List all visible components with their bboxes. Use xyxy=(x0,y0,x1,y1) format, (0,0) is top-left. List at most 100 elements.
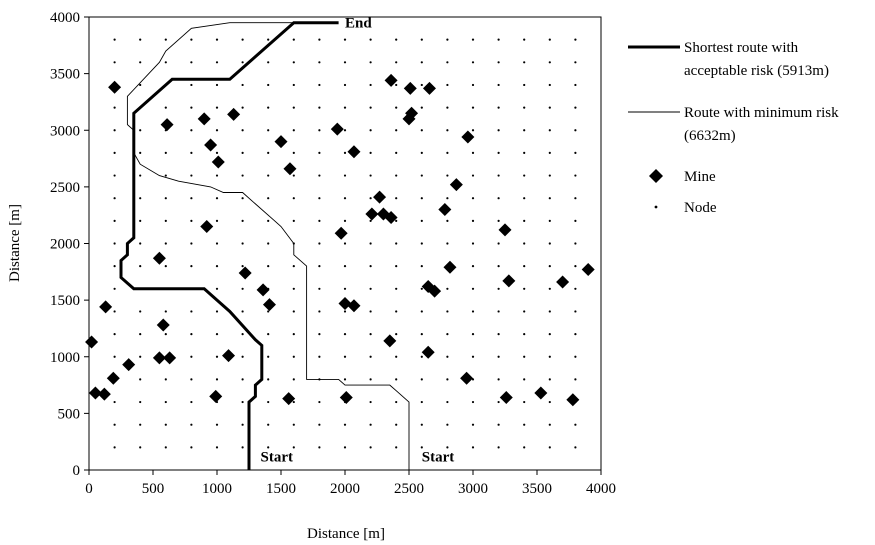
node-dot xyxy=(548,333,551,336)
node-dot xyxy=(369,287,372,290)
node-dot xyxy=(190,378,193,381)
node-dot xyxy=(420,287,423,290)
node-dot xyxy=(241,446,244,449)
node-dot xyxy=(292,129,295,132)
node-dot xyxy=(318,106,321,109)
node-dot xyxy=(139,242,142,245)
node-dot xyxy=(267,129,270,132)
mine-marker xyxy=(339,391,353,405)
node-dot xyxy=(395,242,398,245)
node-dot xyxy=(471,446,475,449)
node-dot xyxy=(574,242,577,245)
node-dot xyxy=(395,38,398,41)
node-dot xyxy=(318,129,321,132)
node-dot xyxy=(574,129,577,132)
node-dot xyxy=(318,287,321,290)
mine-marker xyxy=(460,371,474,385)
node-dot xyxy=(318,355,321,358)
x-tick-label: 3500 xyxy=(522,481,552,497)
node-dot xyxy=(446,151,449,154)
y-tick-label: 1500 xyxy=(50,293,80,309)
y-tick-label: 2000 xyxy=(50,237,80,253)
node-dot xyxy=(369,83,372,87)
node-dot xyxy=(497,106,500,109)
annotation-start: Start xyxy=(261,449,294,465)
node-dot xyxy=(190,151,193,154)
y-axis-label: Distance [m] xyxy=(7,204,23,282)
node-dot xyxy=(369,129,372,132)
mine-marker xyxy=(365,207,379,221)
mine-marker xyxy=(227,107,241,121)
node-dot xyxy=(164,310,167,313)
node-dot xyxy=(471,106,475,109)
node-dot xyxy=(523,106,526,109)
node-dot xyxy=(267,310,270,313)
node-dot xyxy=(369,106,372,109)
node-dot xyxy=(420,83,423,87)
node-dot xyxy=(420,174,423,177)
node-dot xyxy=(395,355,398,358)
node-dot xyxy=(446,400,449,404)
node-dot xyxy=(420,242,423,245)
node-dot xyxy=(190,423,193,426)
node-dot xyxy=(420,378,423,381)
node-dot xyxy=(215,333,219,336)
mine-marker xyxy=(106,371,120,385)
mine-marker xyxy=(402,112,416,126)
node-dot xyxy=(446,446,449,449)
node-dot xyxy=(164,197,167,200)
axis-ticks: 0 500 1000 1500 2000 2500 3000 3500 4000 0 500 1000… xyxy=(50,10,616,497)
node-dot xyxy=(471,355,475,358)
node-dot xyxy=(164,106,167,109)
node-dot xyxy=(318,310,321,313)
node-dot xyxy=(420,310,423,313)
node-dot xyxy=(318,333,321,336)
node-dot xyxy=(369,197,372,200)
node-dot xyxy=(164,400,167,404)
mine-marker xyxy=(282,392,296,406)
mine-marker xyxy=(122,358,136,372)
node-dot xyxy=(292,219,295,222)
node-dot xyxy=(497,355,500,358)
node-dot xyxy=(471,333,475,336)
node-dot xyxy=(395,265,398,268)
node-dot xyxy=(139,400,142,404)
node-dot xyxy=(523,265,526,268)
node-dot xyxy=(420,38,423,41)
node-dot xyxy=(369,423,372,426)
node-dot xyxy=(343,61,347,64)
node-grid xyxy=(113,38,577,449)
node-dot xyxy=(190,400,193,404)
node-dot xyxy=(574,423,577,426)
mine-marker xyxy=(421,345,435,359)
node-dot xyxy=(446,129,449,132)
mine-marker xyxy=(556,275,570,289)
node-dot xyxy=(215,38,219,41)
mine-marker xyxy=(338,297,352,311)
node-dot xyxy=(369,378,372,381)
node-dot xyxy=(446,106,449,109)
node-dot xyxy=(420,423,423,426)
legend-label-mine: Mine xyxy=(684,169,716,185)
node-dot xyxy=(574,355,577,358)
node-dot xyxy=(548,106,551,109)
node-dot xyxy=(139,423,142,426)
mine-marker xyxy=(85,335,99,349)
mine-marker xyxy=(156,318,170,332)
node-dot xyxy=(369,38,372,41)
mine-marker xyxy=(209,389,223,403)
node-dot xyxy=(497,197,500,200)
node-dot xyxy=(497,265,500,268)
node-dot xyxy=(343,333,347,336)
node-dot xyxy=(395,310,398,313)
node-dot xyxy=(420,355,423,358)
node-dot xyxy=(190,310,193,313)
node-dot xyxy=(292,106,295,109)
annotation-start: Start xyxy=(422,449,455,465)
node-dot xyxy=(497,287,500,290)
node-dot xyxy=(164,242,167,245)
node-dot xyxy=(292,446,295,449)
node-dot xyxy=(395,61,398,64)
mine-marker xyxy=(422,81,436,95)
